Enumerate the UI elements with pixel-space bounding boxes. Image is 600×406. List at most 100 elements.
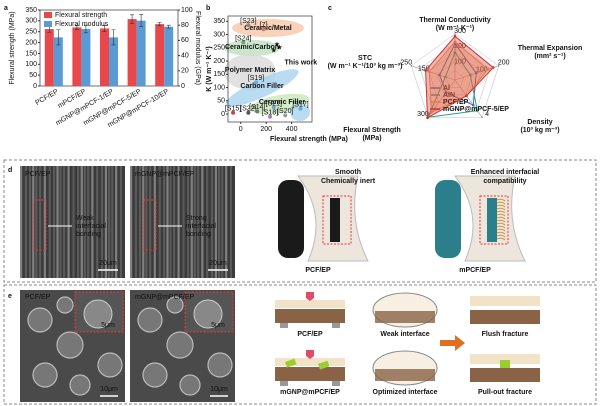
- radar-point: [453, 40, 457, 43]
- tick-label: 200: [454, 43, 466, 50]
- series-label: This work: [285, 59, 318, 66]
- radar-tick: [454, 48, 456, 50]
- tick-label: 100: [476, 67, 488, 74]
- gnp-chain: [496, 216, 506, 220]
- legend-swatch: [44, 12, 52, 18]
- point-label: [S17]: [292, 102, 308, 109]
- scale-label: 10μm: [210, 386, 228, 393]
- fiber: [435, 180, 461, 258]
- fiber-section: [56, 296, 74, 314]
- fiber-stripe: [59, 166, 62, 278]
- scheme-caption: PCF/EP: [305, 267, 331, 274]
- fiber-section: [179, 374, 201, 396]
- radar-point: [471, 103, 475, 107]
- data-point: [283, 113, 288, 118]
- error-bar: [157, 22, 162, 27]
- star-point: ★: [276, 44, 282, 52]
- fiber-stripe: [35, 166, 38, 278]
- panel-box: [3, 159, 597, 283]
- point-label: [S14]: [249, 104, 265, 111]
- fiber-section: [166, 331, 194, 359]
- fiber-stripe: [39, 166, 42, 278]
- fiber-stripe: [104, 166, 108, 278]
- panel-letter: c: [328, 5, 332, 12]
- arrow: [440, 335, 465, 351]
- data-point: [271, 105, 276, 110]
- fracture-label: Flush fracture: [482, 331, 529, 338]
- fiber-section: [137, 307, 163, 333]
- data-point: [268, 114, 272, 119]
- region: [225, 69, 299, 107]
- y-tick-label: 100: [213, 84, 225, 91]
- radar-point: [453, 35, 457, 38]
- radar-ring: [419, 42, 491, 111]
- scheme-note: compatibility: [483, 178, 526, 185]
- y-tick-label: 300: [25, 18, 37, 25]
- legend-label: Flexural modulus: [55, 21, 109, 28]
- gnp-chain: [496, 222, 506, 226]
- radar-point: [427, 70, 431, 73]
- fiber-stripe: [221, 166, 224, 278]
- error-bar: [56, 29, 61, 46]
- data-point: [241, 40, 246, 45]
- highlight-box: [33, 199, 47, 251]
- axis-title: STC: [358, 55, 372, 62]
- fiber-stripe: [91, 166, 94, 278]
- fiber-stripe: [43, 166, 46, 278]
- radar-series: [427, 51, 478, 118]
- support: [280, 323, 288, 328]
- specimen-bottom: [275, 309, 345, 323]
- y-tick-label: 350: [213, 18, 225, 25]
- y-tick-label: 350: [25, 7, 37, 14]
- radar-point: [474, 71, 478, 75]
- support: [332, 323, 340, 328]
- fiber-stripe: [182, 166, 185, 278]
- error-bar: [139, 14, 144, 28]
- y2-tick-label: 100: [181, 7, 193, 14]
- y2-tick-label: 20: [181, 68, 189, 75]
- tick-label: 300: [454, 28, 466, 35]
- region-label: Carbon Filler: [240, 83, 283, 90]
- zoom-fiber: [330, 198, 340, 242]
- gnp-chain: [496, 198, 506, 202]
- specimen-top: [275, 300, 345, 308]
- fiber-stripe: [197, 166, 200, 278]
- x-tick-label: 200: [260, 126, 272, 133]
- fiber-stripe: [28, 166, 32, 278]
- radar-tick: [454, 64, 456, 66]
- fiber-section: [166, 296, 184, 314]
- y2-axis-title: Flexural modulus (GPa): [194, 11, 201, 85]
- y-tick-label: 250: [213, 45, 225, 52]
- radar-point: [469, 73, 472, 77]
- inset-fiber: [193, 299, 223, 329]
- panel-box: [3, 284, 597, 405]
- point-label: [S20]: [277, 108, 293, 115]
- gnp-chain: [496, 228, 506, 232]
- scheme-note: Smooth: [335, 169, 361, 176]
- fiber-stripe: [214, 166, 218, 278]
- panel-letter: e: [8, 293, 12, 300]
- scheme-caption: PCF/EP: [297, 331, 323, 338]
- y-tick-label: 0: [221, 111, 225, 118]
- fiber-stripe: [56, 166, 59, 278]
- fiber-section: [32, 362, 58, 388]
- radar-axis: [411, 65, 456, 81]
- gnp-chain: [496, 234, 506, 238]
- radar-tick: [498, 65, 500, 67]
- legend-label: AlN: [443, 92, 455, 99]
- y2-tick-label: 80: [181, 22, 189, 29]
- fiber-section: [142, 362, 168, 388]
- fiber-stripe: [193, 166, 196, 278]
- fiber-stripe: [186, 166, 190, 278]
- fiber-stripe: [190, 166, 193, 278]
- sem-note: Strong: [186, 215, 207, 222]
- fiber-stripe: [100, 166, 104, 278]
- zoom-box: [322, 195, 352, 245]
- gnp-chain: [496, 210, 506, 214]
- scale-label: 10μm: [100, 386, 118, 393]
- fiber-stripe: [158, 166, 161, 278]
- axis-title: (10³ kg m⁻³): [520, 127, 559, 134]
- sem-title: PCF/EP: [25, 171, 51, 178]
- y-tick-label: 150: [213, 71, 225, 78]
- sem-title: mGNP@mPCF/EP: [135, 294, 195, 301]
